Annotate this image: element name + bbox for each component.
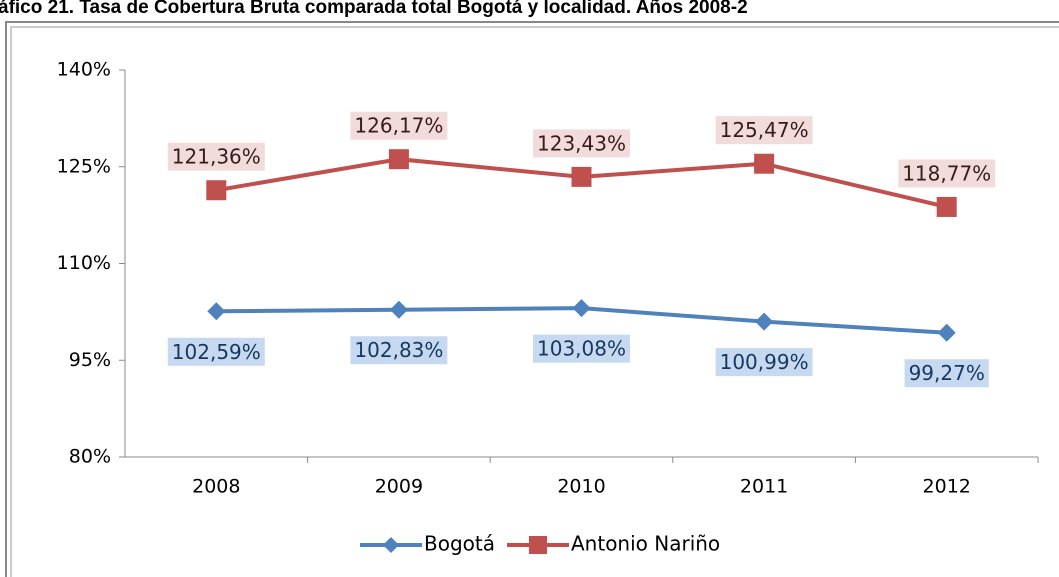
data-label-bg: [167, 142, 265, 171]
point-marker: [207, 302, 226, 321]
y-tick-label: 95%: [69, 349, 111, 371]
data-label-bg: [350, 111, 448, 140]
x-tick-label: 2008: [192, 476, 240, 498]
data-label: 99,27%: [909, 361, 985, 385]
point-marker: [206, 180, 227, 201]
data-label-bg: [167, 337, 265, 366]
data-label: 102,59%: [172, 340, 261, 364]
point-marker: [754, 153, 775, 174]
data-label: 125,47%: [720, 118, 809, 142]
chart-title: áfico 21. Tasa de Cobertura Bruta compar…: [0, 0, 748, 18]
data-label: 126,17%: [354, 114, 443, 138]
x-tick-label: 2010: [557, 476, 605, 498]
legend-label: Antonio Nariño: [571, 532, 720, 556]
chart-frame-inner: [10, 26, 1059, 577]
data-label-bg: [715, 348, 813, 377]
data-label: 121,36%: [172, 145, 261, 169]
data-label-bg: [898, 159, 996, 188]
data-label: 100,99%: [720, 350, 809, 374]
point-marker: [572, 299, 591, 318]
y-tick-label: 80%: [69, 446, 111, 468]
data-label-bg: [715, 116, 813, 145]
point-marker: [571, 166, 592, 187]
point-marker: [755, 312, 774, 331]
y-tick-label: 140%: [57, 59, 111, 81]
point-marker: [936, 196, 957, 217]
y-tick-label: 110%: [57, 252, 111, 274]
point-marker: [389, 300, 408, 319]
data-label-bg: [350, 336, 448, 365]
legend: Bogotá Antonio Nariño: [360, 532, 720, 556]
data-label: 123,43%: [537, 131, 626, 155]
data-label-bg: [533, 129, 630, 158]
x-tick-label: 2012: [923, 476, 971, 498]
data-label: 103,08%: [537, 337, 626, 361]
data-label: 102,83%: [354, 338, 443, 362]
x-tick-label: 2009: [375, 476, 423, 498]
data-label: 118,77%: [902, 161, 991, 185]
point-marker: [937, 323, 956, 342]
data-label-bg: [533, 334, 630, 363]
point-marker: [388, 149, 409, 170]
legend-marker: [529, 536, 547, 554]
x-tick-label: 2011: [740, 476, 788, 498]
legend-marker: [383, 537, 399, 553]
data-label-bg: [904, 359, 989, 388]
y-tick-label: 125%: [57, 155, 111, 177]
chart-frame: [5, 21, 1059, 577]
legend-label: Bogotá: [424, 532, 495, 556]
